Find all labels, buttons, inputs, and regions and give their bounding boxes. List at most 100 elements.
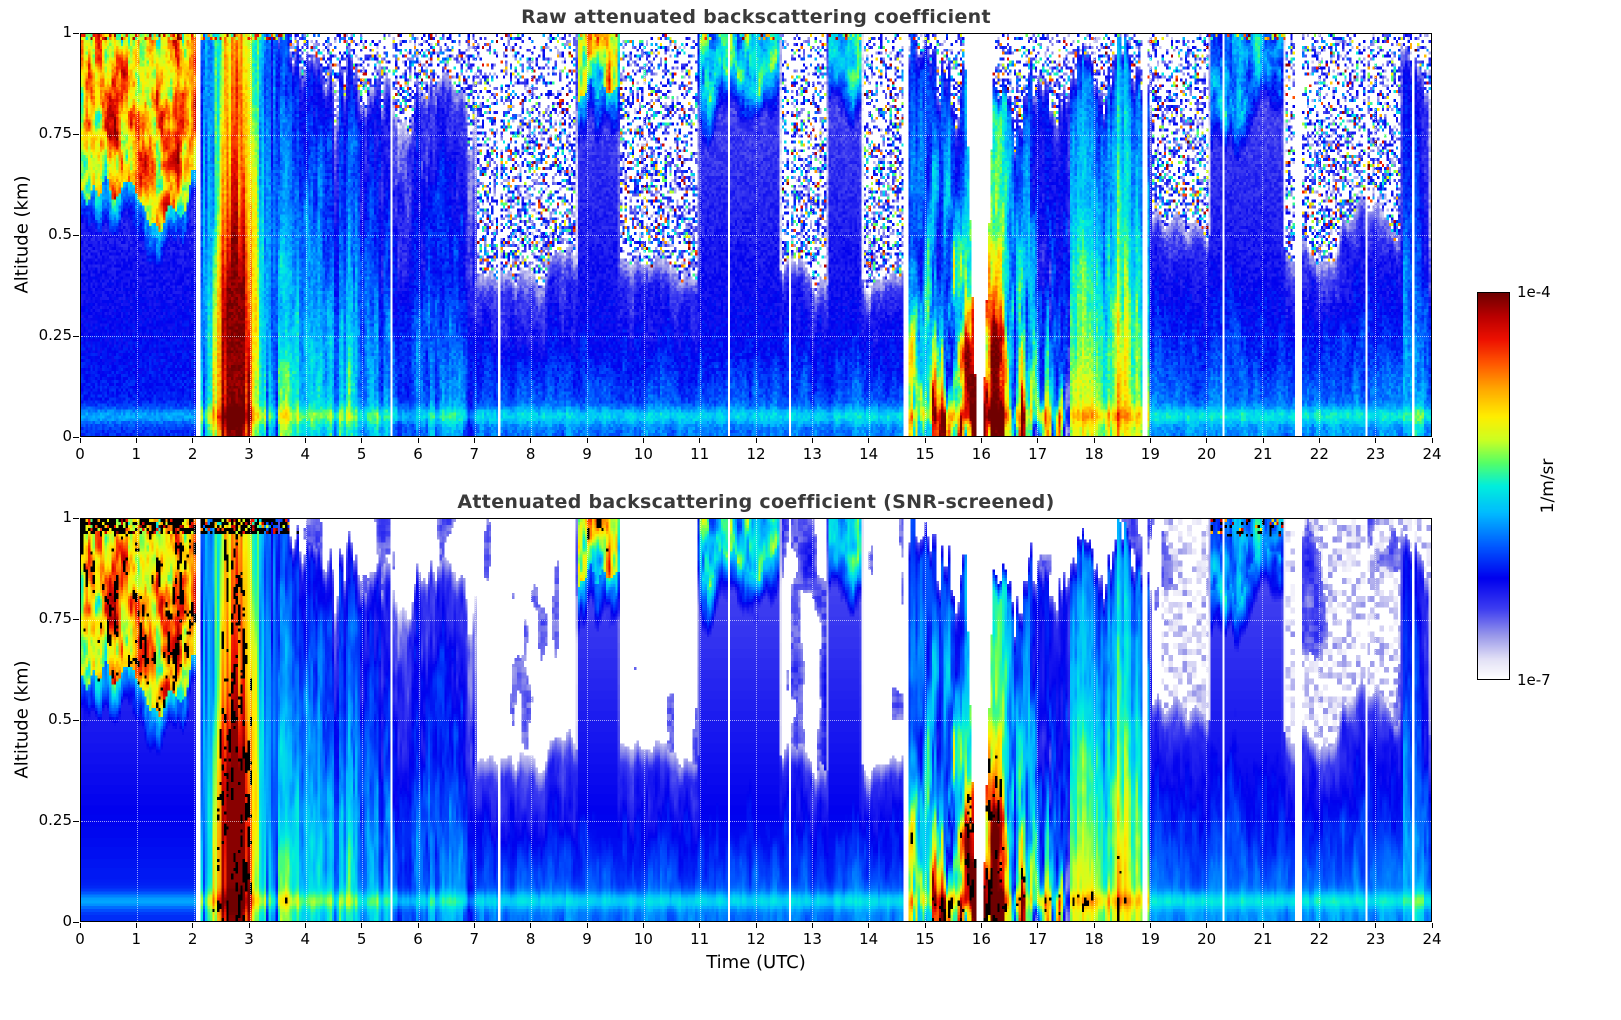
x-tick-mark <box>980 923 982 928</box>
x-tick-mark <box>755 438 757 443</box>
y-tick-mark <box>73 234 79 236</box>
x-tick-label: 4 <box>300 930 311 948</box>
x-tick-mark <box>530 438 532 443</box>
x-tick-mark <box>755 923 757 928</box>
y-tick-label: 0.75 <box>38 124 72 142</box>
x-tick-mark <box>192 438 194 443</box>
y-tick-label: 0.75 <box>38 609 72 627</box>
x-tick-label: 15 <box>915 445 935 463</box>
panel-screened-title: Attenuated backscattering coefficient (S… <box>457 491 1055 513</box>
panel-raw-title: Raw attenuated backscattering coefficien… <box>521 6 991 28</box>
colorbar-gradient <box>1478 293 1509 679</box>
x-tick-mark <box>642 923 644 928</box>
x-tick-label: 18 <box>1084 445 1104 463</box>
x-tick-label: 22 <box>1309 930 1329 948</box>
x-tick-mark <box>1093 438 1095 443</box>
x-tick-label: 17 <box>1028 930 1048 948</box>
x-tick-mark <box>1037 923 1039 928</box>
x-tick-mark <box>924 438 926 443</box>
x-tick-mark <box>868 923 870 928</box>
x-tick-mark <box>924 923 926 928</box>
x-tick-label: 0 <box>75 930 85 948</box>
x-tick-mark <box>642 438 644 443</box>
x-tick-mark <box>361 923 363 928</box>
x-tick-label: 9 <box>582 445 592 463</box>
x-tick-label: 8 <box>525 445 536 463</box>
x-tick-mark <box>699 923 701 928</box>
x-tick-label: 6 <box>413 930 423 948</box>
x-tick-label: 23 <box>1366 445 1386 463</box>
x-tick-label: 11 <box>690 930 710 948</box>
x-tick-mark <box>1093 923 1095 928</box>
x-tick-mark <box>417 438 419 443</box>
x-tick-mark <box>304 923 306 928</box>
x-tick-label: 24 <box>1422 930 1442 948</box>
x-tick-mark <box>868 438 870 443</box>
x-tick-label: 12 <box>746 930 766 948</box>
grid-line-horizontal <box>81 619 1431 621</box>
x-tick-label: 5 <box>356 930 367 948</box>
x-tick-label: 10 <box>633 445 653 463</box>
x-tick-mark <box>248 438 250 443</box>
grid-line-horizontal <box>81 335 1431 337</box>
x-tick-mark <box>1149 923 1151 928</box>
y-tick-mark <box>73 335 79 337</box>
y-tick-mark <box>73 719 79 721</box>
colorbar <box>1477 292 1510 680</box>
x-tick-label: 18 <box>1084 930 1104 948</box>
x-tick-mark <box>586 438 588 443</box>
x-tick-mark <box>1375 438 1377 443</box>
x-tick-label: 9 <box>582 930 592 948</box>
x-tick-mark <box>1206 923 1208 928</box>
y-tick-mark <box>73 32 79 34</box>
x-tick-mark <box>304 438 306 443</box>
colorbar-max-label: 1e-4 <box>1517 283 1551 301</box>
y-tick-label: 0.5 <box>48 225 72 243</box>
x-tick-label: 10 <box>633 930 653 948</box>
x-tick-mark <box>1318 923 1320 928</box>
y-tick-mark <box>73 618 79 620</box>
x-tick-mark <box>1149 438 1151 443</box>
x-axis-label: Time (UTC) <box>706 952 806 973</box>
y-tick-mark <box>73 820 79 822</box>
x-tick-label: 14 <box>859 930 879 948</box>
x-tick-label: 16 <box>971 445 991 463</box>
x-tick-label: 17 <box>1028 445 1048 463</box>
x-tick-mark <box>192 923 194 928</box>
x-tick-mark <box>361 438 363 443</box>
x-tick-label: 19 <box>1140 930 1160 948</box>
x-tick-mark <box>1206 438 1208 443</box>
x-tick-label: 23 <box>1366 930 1386 948</box>
x-tick-label: 7 <box>469 930 480 948</box>
y-tick-label: 0.25 <box>38 811 72 829</box>
x-tick-label: 8 <box>525 930 536 948</box>
x-tick-label: 13 <box>802 930 822 948</box>
x-tick-label: 1 <box>131 930 142 948</box>
x-tick-mark <box>79 438 81 443</box>
y-tick-label: 1 <box>62 508 72 526</box>
y-tick-label: 0.25 <box>38 326 72 344</box>
x-tick-mark <box>980 438 982 443</box>
x-tick-mark <box>79 923 81 928</box>
x-tick-label: 2 <box>187 930 198 948</box>
grid-line-horizontal <box>81 134 1431 136</box>
y-tick-label: 0.5 <box>48 710 72 728</box>
x-tick-label: 0 <box>75 445 85 463</box>
x-tick-label: 21 <box>1253 445 1273 463</box>
x-tick-label: 7 <box>469 445 480 463</box>
x-tick-mark <box>530 923 532 928</box>
x-tick-mark <box>1318 438 1320 443</box>
x-tick-label: 20 <box>1197 445 1217 463</box>
x-tick-label: 14 <box>859 445 879 463</box>
x-tick-mark <box>1375 923 1377 928</box>
x-tick-mark <box>417 923 419 928</box>
x-tick-mark <box>135 923 137 928</box>
x-tick-mark <box>1431 923 1433 928</box>
x-tick-label: 11 <box>690 445 710 463</box>
x-tick-label: 21 <box>1253 930 1273 948</box>
x-tick-label: 3 <box>244 930 254 948</box>
x-tick-label: 12 <box>746 445 766 463</box>
x-tick-mark <box>1262 438 1264 443</box>
x-tick-mark <box>699 438 701 443</box>
